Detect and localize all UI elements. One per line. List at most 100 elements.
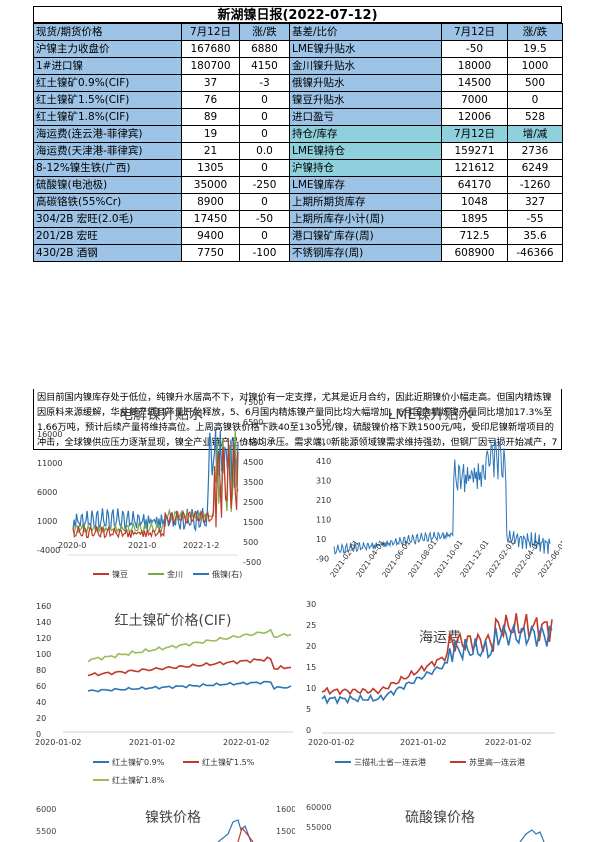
table-cell: 0 [507,91,563,109]
tick-label: 100 [36,650,51,659]
tick-label: 5 [306,705,311,714]
table-cell: 0.0 [239,142,290,160]
table-cell: 1895 [441,210,508,228]
series-npi [217,819,252,842]
tick-label: 10 [306,684,316,693]
table-cell: 4150 [239,57,290,75]
series-ore-1-5 [87,656,292,677]
legend-label: 红土镍矿1.5% [202,757,255,767]
series-npi-2 [237,826,254,842]
table-cell: 712.5 [441,227,508,245]
table-cell: 8900 [181,193,240,211]
y-tick: 6000 [36,805,56,814]
tick-label: 510 [316,438,331,447]
tick-label: 15 [306,663,316,672]
table-cell: 430/2B 酒钢 [33,244,182,262]
table-cell: 201/2B 宏旺 [33,227,182,245]
table-row: 红土镍矿0.9%(CIF) 37 -3 俄镍升贴水 14500 500 [33,74,563,92]
tick-label: 1000 [37,517,57,526]
table-header-cell: 7月12日 [181,23,240,41]
table-row: 沪镍主力收盘价 167680 6880 LME镍升贴水 -50 19.5 [33,40,563,58]
table-cell: 18000 [441,57,508,75]
legend-label: 镍豆 [112,569,128,579]
tick-label: 40 [36,698,46,707]
chart-title: LME镍升贴水 [388,407,473,423]
market-commentary: 因目前国内镍库存处于低位，纯镍升水居高不下，对镍价有一定支撑，尤其是近月合约，因… [33,389,562,450]
table-cell: LME镍库存 [289,176,442,194]
table-cell: 6249 [507,159,563,177]
table-row: 海运费(连云港-菲律宾) 19 0 持仓/库存 7月12日 增/减 [33,125,563,143]
y-axis: 30 25 20 15 10 5 0 [306,600,316,735]
table-cell: 金川镍升贴水 [289,57,442,75]
table-cell: 0 [239,108,290,126]
table-cell: 海运费(天津港-菲律宾) [33,142,182,160]
chart-freight: 海运费 30 25 20 15 10 5 0 2020-01-02 2021-01-02 202… [300,595,562,795]
tick-label: 120 [36,634,51,643]
tick-label: -4000 [37,546,60,555]
table-cell: 327 [507,193,563,211]
tick-label: 2022-01-02 [485,738,532,747]
table-header-cell: 现货/期货价格 [33,23,182,41]
y-tick: 1600 [276,805,295,814]
table-row: 304/2B 宏旺(2.0毛) 17450 -50 上期所库存小计(周) 1895 -55 [33,210,563,228]
table-cell: -250 [239,176,290,194]
tick-label: 110 [316,516,331,525]
table-cell: 沪镍主力收盘价 [33,40,182,58]
tick-label: 20 [306,642,316,651]
tick-label: 1500 [243,518,263,527]
legend-label: 红土镍矿1.8% [112,775,165,785]
table-cell: 高碳铬铁(55%Cr) [33,193,182,211]
table-cell: 7月12日 [441,125,508,143]
chart-nickel-sulfate: 60000 55000 硫酸镍价格 [300,800,562,842]
tick-label: 20 [36,714,46,723]
y-axis-left: 16000 11000 6000 1000 -4000 [37,430,62,555]
y-axis: 160 140 120 100 80 60 40 20 0 [36,602,51,739]
table-cell: -100 [239,244,290,262]
table-cell: 1000 [507,57,563,75]
table-cell: 海运费(连云港-菲律宾) [33,125,182,143]
table-cell: 上期所期货库存 [289,193,442,211]
tick-label: 16000 [37,430,62,439]
table-cell: 304/2B 宏旺(2.0毛) [33,210,182,228]
daily-data-table: 现货/期货价格 7月12日 涨/跌 基差/比价 7月12日 涨/跌 沪镍主力收盘价 16768… [33,23,563,262]
table-cell: 港口镍矿库存(周) [289,227,442,245]
legend-label: 三描礼士省—连云港 [354,757,426,767]
tick-label: 610 [316,418,331,427]
table-cell: 俄镍升贴水 [289,74,442,92]
table-cell: 35.6 [507,227,563,245]
legend-label: 金川 [167,569,183,579]
tick-label: 140 [36,618,51,627]
table-cell: 红土镍矿1.5%(CIF) [33,91,182,109]
table-row: 201/2B 宏旺 9400 0 港口镍矿库存(周) 712.5 35.6 [33,227,563,245]
tick-label: 6500 [243,418,263,427]
tick-label: 2022-1-2 [183,541,219,550]
x-axis: 2020-01-02 2021-01-02 2022-01-02 [308,738,532,747]
table-cell: -46366 [507,244,563,262]
table-cell: 159271 [441,142,508,160]
tick-label: 25 [306,621,316,630]
table-cell: 37 [181,74,240,92]
table-header-row: 现货/期货价格 7月12日 涨/跌 基差/比价 7月12日 涨/跌 [33,23,563,41]
table-cell: -50 [441,40,508,58]
y-tick: 1500 [276,827,295,836]
table-cell: 19 [181,125,240,143]
tick-label: 210 [316,496,331,505]
legend: 红土镍矿0.9% 红土镍矿1.5% 红土镍矿1.8% [93,757,255,785]
series-nickel-beans [72,439,239,539]
table-cell: 6880 [239,40,290,58]
chart-laterite-ore: 红土镍矿价格(CIF) 160 140 120 100 80 60 40 20 0 2020-0… [33,595,295,795]
x-axis: 2020-0 2021-0 2022-1-2 [58,541,219,550]
table-row: 1#进口镍 180700 4150 金川镍升贴水 18000 1000 [33,57,563,75]
table-cell: 红土镍矿1.8%(CIF) [33,108,182,126]
tick-label: 310 [316,477,331,486]
table-row: 海运费(天津港-菲律宾) 21 0.0 LME镍持仓 159271 2736 [33,142,563,160]
table-row: 硫酸镍(电池极) 35000 -250 LME镍库存 64170 -1260 [33,176,563,194]
legend-label: 红土镍矿0.9% [112,757,165,767]
tick-label: 2021-0 [128,541,156,550]
table-cell: -3 [239,74,290,92]
table-cell: 0 [239,159,290,177]
table-cell: 167680 [181,40,240,58]
table-cell: 19.5 [507,40,563,58]
table-cell: LME镍持仓 [289,142,442,160]
table-cell: 7750 [181,244,240,262]
